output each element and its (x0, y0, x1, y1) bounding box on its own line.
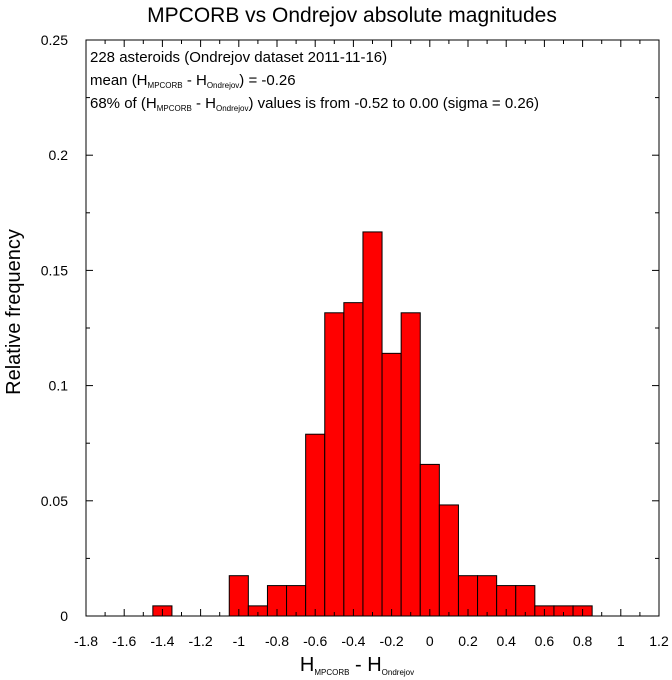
annotation-sigma-pre: 68% of (H (90, 95, 157, 112)
x-tick-label: 1.2 (649, 633, 669, 649)
x-tick-label: 1 (617, 633, 625, 649)
x-tick-label: -1.4 (150, 633, 174, 649)
histogram-bar (305, 433, 326, 617)
y-tick-label: 0.1 (49, 378, 69, 394)
annotation-sigma-sub2: Ondrejov (216, 104, 248, 113)
x-axis-label-mid: - H (349, 654, 381, 676)
annotation-mean: mean (HMPCORB - HOndrejov) = -0.26 (90, 72, 296, 90)
x-tick-label: -1.6 (112, 633, 136, 649)
annotation-mean-sub1: MPCORB (148, 81, 183, 90)
x-tick-label: 0.8 (573, 633, 593, 649)
y-tick-labels: 0 0.05 0.1 0.15 0.2 0.25 (41, 32, 68, 624)
x-tick-label: -0.2 (380, 633, 404, 649)
x-tick-label: -1.8 (74, 633, 98, 649)
histogram-bar (400, 312, 421, 617)
y-tick-label: 0.25 (41, 32, 68, 48)
annotation-mean-mid: - H (183, 72, 207, 89)
ticks-group (85, 39, 660, 617)
y-axis-label: Relative frequency (3, 229, 25, 395)
annotation-sigma-sub1: MPCORB (157, 104, 192, 113)
y-tick-label: 0.2 (49, 147, 69, 163)
annotation-count: 228 asteroids (Ondrejov dataset 2011-11-… (90, 49, 387, 66)
histogram-bar (362, 231, 383, 617)
x-tick-label: -0.8 (265, 633, 289, 649)
x-tick-label: 0.6 (535, 633, 555, 649)
x-tick-label: -1.2 (189, 633, 213, 649)
x-axis-label-sub1: MPCORB (314, 668, 349, 677)
y-tick-label: 0 (60, 608, 68, 624)
x-tick-label: -0.4 (341, 633, 365, 649)
histogram-bar (515, 585, 536, 617)
annotation-mean-sub2: Ondrejov (207, 81, 239, 90)
x-tick-labels: -1.8 -1.6 -1.4 -1.2 -1 -0.8 -0.6 -0.4 -0.2 0 0.2 0.… (74, 633, 669, 649)
annotation-mean-post: ) = -0.26 (239, 72, 295, 89)
x-tick-label: 0.4 (496, 633, 516, 649)
histogram-bar (438, 504, 459, 617)
histogram-bar (324, 312, 345, 617)
chart-title: MPCORB vs Ondrejov absolute magnitudes (147, 4, 557, 27)
histogram-bar (477, 575, 498, 617)
x-axis-label-sub2: Ondrejov (382, 668, 414, 677)
histogram-bar (381, 352, 402, 617)
histogram-bar (419, 463, 440, 617)
x-tick-label: -1 (233, 633, 246, 649)
annotation-mean-pre: mean (H (90, 72, 148, 89)
y-tick-label: 0.05 (41, 493, 68, 509)
x-tick-label: -0.6 (303, 633, 327, 649)
histogram-bar (286, 585, 307, 617)
histogram-bar (343, 302, 364, 617)
annotation-sigma: 68% of (HMPCORB - HOndrejov) values is f… (90, 95, 539, 113)
annotation-sigma-mid: - H (192, 95, 216, 112)
x-tick-label: 0 (426, 633, 434, 649)
x-tick-label: 0.2 (458, 633, 478, 649)
y-tick-label: 0.15 (41, 262, 68, 278)
bars-group (152, 231, 593, 617)
x-axis-label-main: H (300, 654, 314, 676)
annotation-sigma-post: ) values is from -0.52 to 0.00 (sigma = … (248, 95, 539, 112)
x-axis-label: HMPCORB - HOndrejov (300, 654, 414, 677)
